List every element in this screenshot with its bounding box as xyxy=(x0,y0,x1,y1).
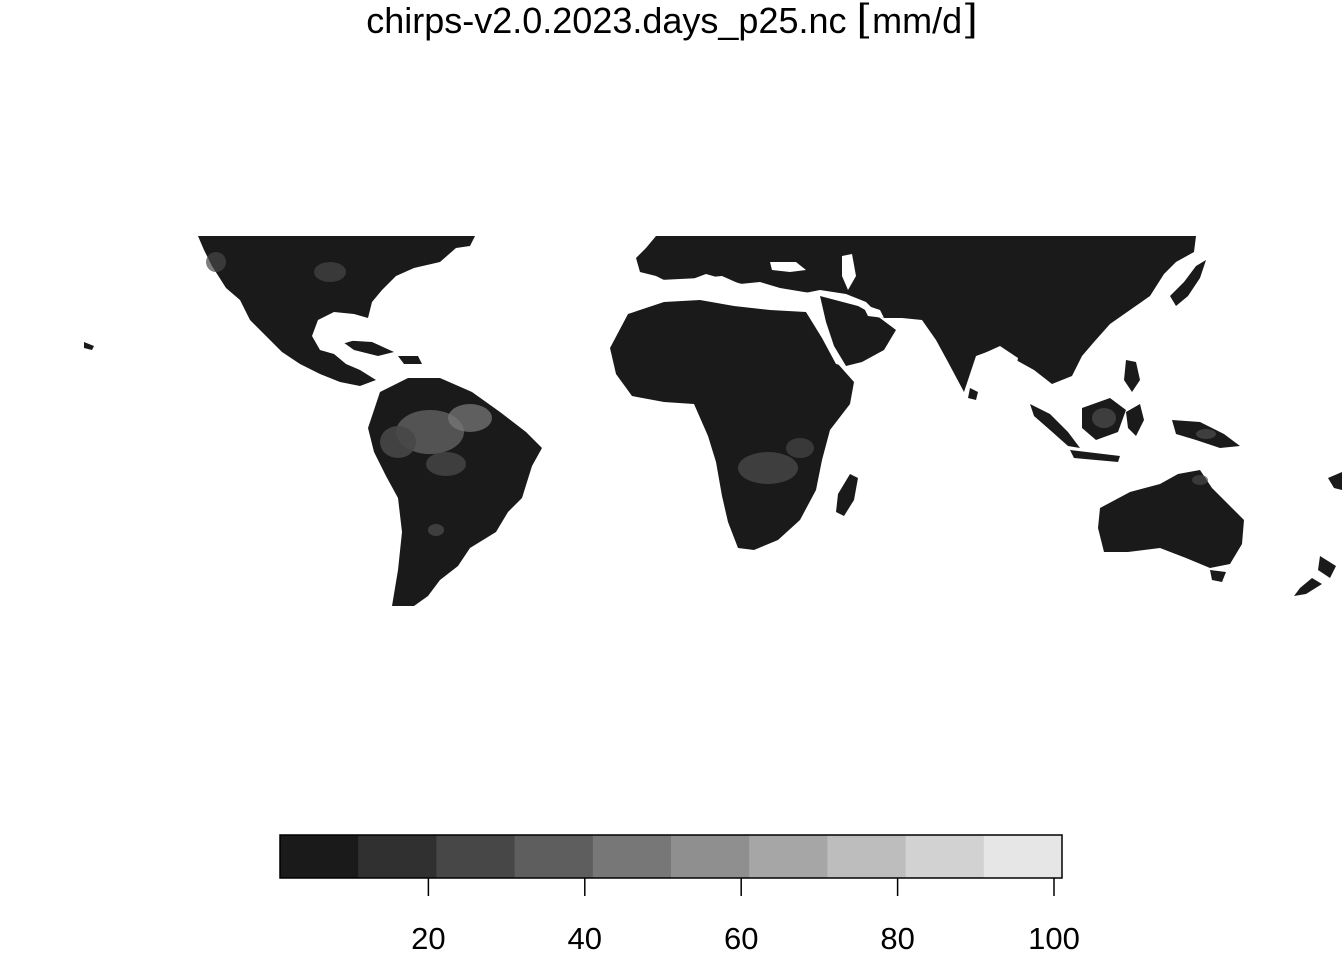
legend-swatch xyxy=(280,835,359,878)
high-precip-patches xyxy=(206,252,1216,536)
new-zealand-south xyxy=(1294,578,1322,596)
north-america xyxy=(198,236,475,386)
legend-tick-label: 60 xyxy=(724,921,758,956)
legend-tick-label: 20 xyxy=(411,921,445,956)
hawaii xyxy=(84,342,94,350)
legend-ticks: 20 40 60 80 100 xyxy=(411,878,1080,956)
south-china-sea xyxy=(1082,356,1124,396)
unit-open-bracket: [ xyxy=(856,0,873,43)
legend-swatch xyxy=(827,835,907,878)
legend-swatch xyxy=(514,835,594,878)
southeast-africa-patch xyxy=(786,438,814,458)
philippines xyxy=(1124,360,1140,392)
mediterranean-sea xyxy=(660,276,820,300)
sumatra xyxy=(1030,404,1080,448)
australia-patch xyxy=(1192,475,1208,485)
black-sea xyxy=(770,262,806,272)
caspian-sea xyxy=(842,254,856,290)
persian-gulf xyxy=(862,304,884,318)
arabian-peninsula xyxy=(820,296,896,366)
tasmania xyxy=(1210,570,1226,582)
sri-lanka xyxy=(968,388,978,400)
red-sea xyxy=(806,312,844,366)
amazon-patch-2 xyxy=(448,404,492,432)
borneo-patch xyxy=(1092,408,1116,428)
legend-swatch xyxy=(358,835,437,878)
cuba xyxy=(340,340,394,356)
south-america-patch xyxy=(428,524,444,536)
legend-tick-label: 100 xyxy=(1028,921,1080,956)
new-zealand-north xyxy=(1318,556,1336,578)
unit-close-bracket: ] xyxy=(962,0,978,43)
title-filename: chirps-v2.0.2023.days_p25.nc xyxy=(366,0,847,41)
map-title: chirps-v2.0.2023.days_p25.nc [mm/d] xyxy=(0,0,1344,41)
legend-swatch xyxy=(749,835,828,878)
bay-of-bengal xyxy=(978,346,1018,396)
legend-tick-label: 40 xyxy=(568,921,602,956)
legend-swatch xyxy=(905,835,985,878)
legend-swatch xyxy=(671,835,750,878)
legend-swatch xyxy=(436,835,516,878)
eurasia xyxy=(636,236,1196,392)
legend-swatches xyxy=(280,835,1063,878)
inland-seas xyxy=(318,254,1124,396)
madagascar xyxy=(836,474,858,516)
legend-swatch xyxy=(983,835,1063,878)
australia xyxy=(1098,470,1244,568)
africa xyxy=(610,300,854,550)
title-unit: mm/d xyxy=(872,0,963,41)
sulawesi xyxy=(1126,404,1144,436)
new-guinea-patch xyxy=(1196,429,1216,439)
java xyxy=(1070,450,1120,462)
gulf-of-mexico xyxy=(318,318,364,344)
na-patch-1 xyxy=(314,262,346,282)
amazon-patch-4 xyxy=(426,452,466,476)
legend-tick-label: 80 xyxy=(880,921,914,956)
pacific-island xyxy=(1328,472,1342,490)
legend-border xyxy=(279,834,1063,879)
amazon-patch-3 xyxy=(380,426,416,458)
na-patch-2 xyxy=(206,252,226,272)
legend-swatch xyxy=(592,835,672,878)
hispaniola xyxy=(398,356,422,364)
japan xyxy=(1170,260,1206,306)
central-africa-patch xyxy=(738,452,798,484)
